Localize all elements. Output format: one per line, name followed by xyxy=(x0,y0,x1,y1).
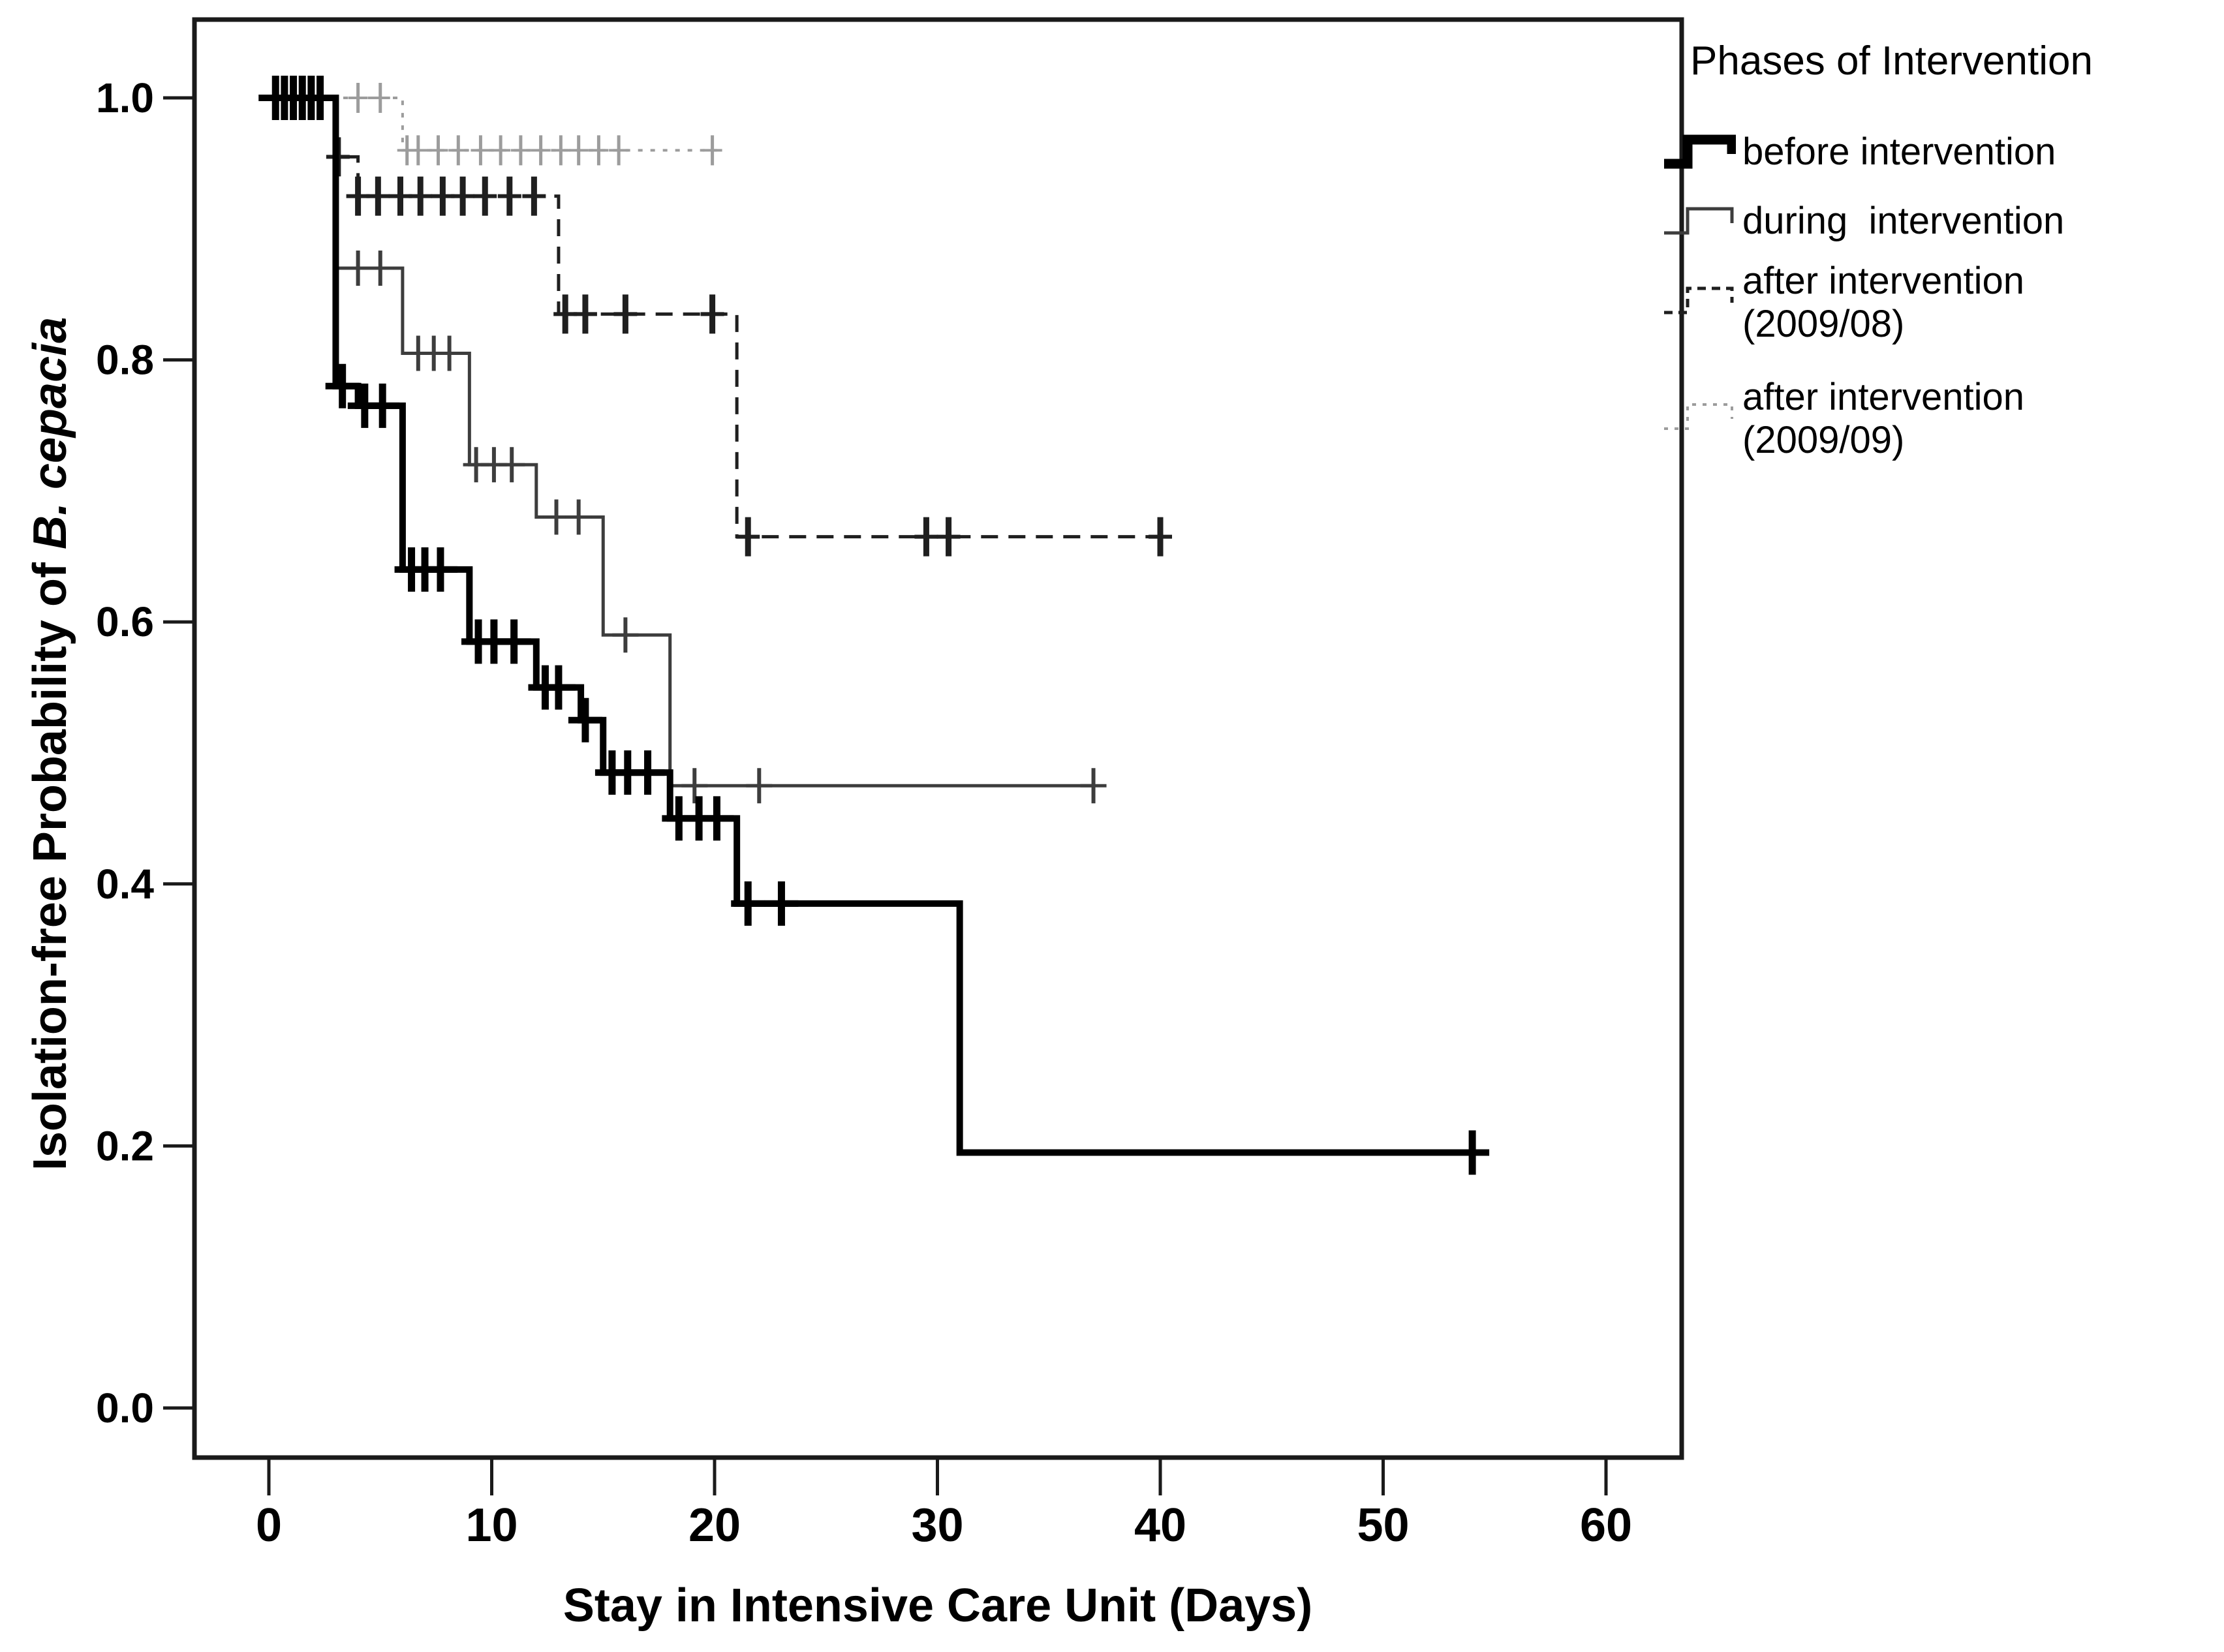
legend-item-after-intervention-2009-09: after intervention (2009/09) xyxy=(1663,376,2024,462)
legend-item-during-intervention: during intervention xyxy=(1663,200,2064,243)
y-axis-title-regular: Isolation-free Probability of xyxy=(24,549,76,1171)
legend-symbol-path xyxy=(1664,403,1733,430)
x-axis-tick-label: 20 xyxy=(688,1499,741,1552)
legend-title: Phases of Intervention xyxy=(1690,38,2093,84)
y-axis-tick-label: 0.6 xyxy=(96,598,154,645)
plot-frame xyxy=(192,17,1684,1460)
legend-symbol-path xyxy=(1664,286,1734,314)
y-axis-tick-label: 0.8 xyxy=(96,337,154,384)
y-axis-tick-label: 0.0 xyxy=(96,1384,154,1431)
y-axis-tick-label: 0.2 xyxy=(96,1122,154,1169)
x-axis-tick-label: 30 xyxy=(911,1499,963,1552)
legend-symbol-path xyxy=(1664,134,1736,169)
legend-item-before-intervention: before intervention xyxy=(1663,130,2056,174)
x-axis-tick-label: 50 xyxy=(1357,1499,1409,1552)
legend-dashed-step-line-icon xyxy=(1664,286,1734,314)
legend-item-label: after intervention (2009/09) xyxy=(1742,376,2025,461)
legend-item-label: during intervention xyxy=(1742,200,2065,242)
x-axis-tick-label: 0 xyxy=(256,1499,282,1552)
legend-step-line-icon xyxy=(1664,207,1734,235)
x-axis-tick-label: 40 xyxy=(1134,1499,1186,1552)
y-axis-title: Isolation-free Probability of B. cepacia xyxy=(24,222,76,1266)
legend-item-label: after intervention (2009/08) xyxy=(1742,260,2025,345)
legend-item-label: before intervention xyxy=(1742,130,2056,173)
y-axis-tick-label: 0.4 xyxy=(96,861,154,908)
legend-step-line-icon xyxy=(1664,134,1736,169)
legend-symbol-path xyxy=(1664,207,1734,235)
legend-item-after-intervention-2009-08: after intervention (2009/08) xyxy=(1663,260,2024,346)
km-curve-before-intervention xyxy=(269,95,1473,1156)
y-axis-tick-label: 1.0 xyxy=(96,74,154,121)
x-axis-tick-label: 10 xyxy=(465,1499,517,1552)
x-axis-title: Stay in Intensive Care Unit (Days) xyxy=(563,1580,1313,1632)
km-curve-during-intervention xyxy=(269,96,1094,788)
legend: Phases of Intervention before interventi… xyxy=(1645,0,2224,522)
x-axis-tick-label: 60 xyxy=(1580,1499,1632,1552)
y-axis-title-italic: B. cepacia xyxy=(24,316,76,550)
legend-dotted-step-line-icon xyxy=(1664,403,1733,430)
